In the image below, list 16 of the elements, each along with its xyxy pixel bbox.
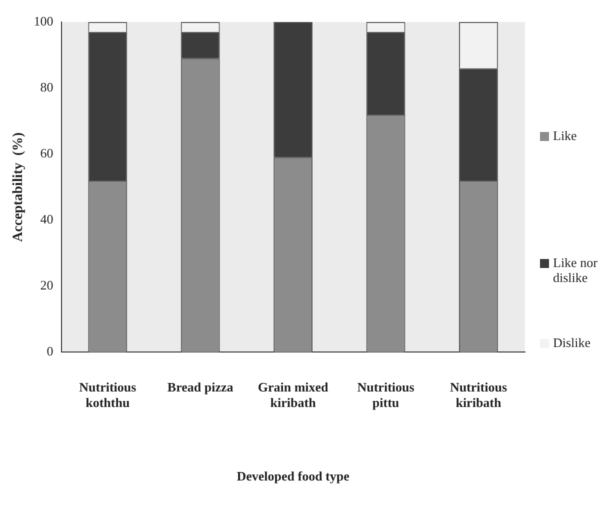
y-tick-label: 100 bbox=[34, 13, 54, 28]
x-tick-label: Nutritious kiribath bbox=[450, 379, 507, 410]
legend-label: Dislike bbox=[553, 335, 591, 350]
y-tick-label: 60 bbox=[40, 146, 54, 160]
x-tick-label: Nutritious pittu bbox=[357, 379, 414, 410]
y-tick-label: 0 bbox=[46, 344, 54, 359]
legend-label: Like nor dislike bbox=[553, 255, 598, 285]
y-axis-title: Acceptability (%) bbox=[11, 132, 26, 242]
y-tick-label: 80 bbox=[40, 79, 54, 94]
x-tick-label: Grain mixed kiribath bbox=[258, 379, 330, 410]
x-tick-label: Bread pizza bbox=[167, 379, 234, 394]
y-tick-label: 20 bbox=[40, 278, 54, 293]
y-tick-label: 40 bbox=[40, 212, 54, 227]
x-tick-label: Nutritious koththu bbox=[79, 379, 136, 410]
legend-label: Like bbox=[553, 128, 577, 143]
x-axis-title: Developed food type bbox=[236, 468, 350, 484]
